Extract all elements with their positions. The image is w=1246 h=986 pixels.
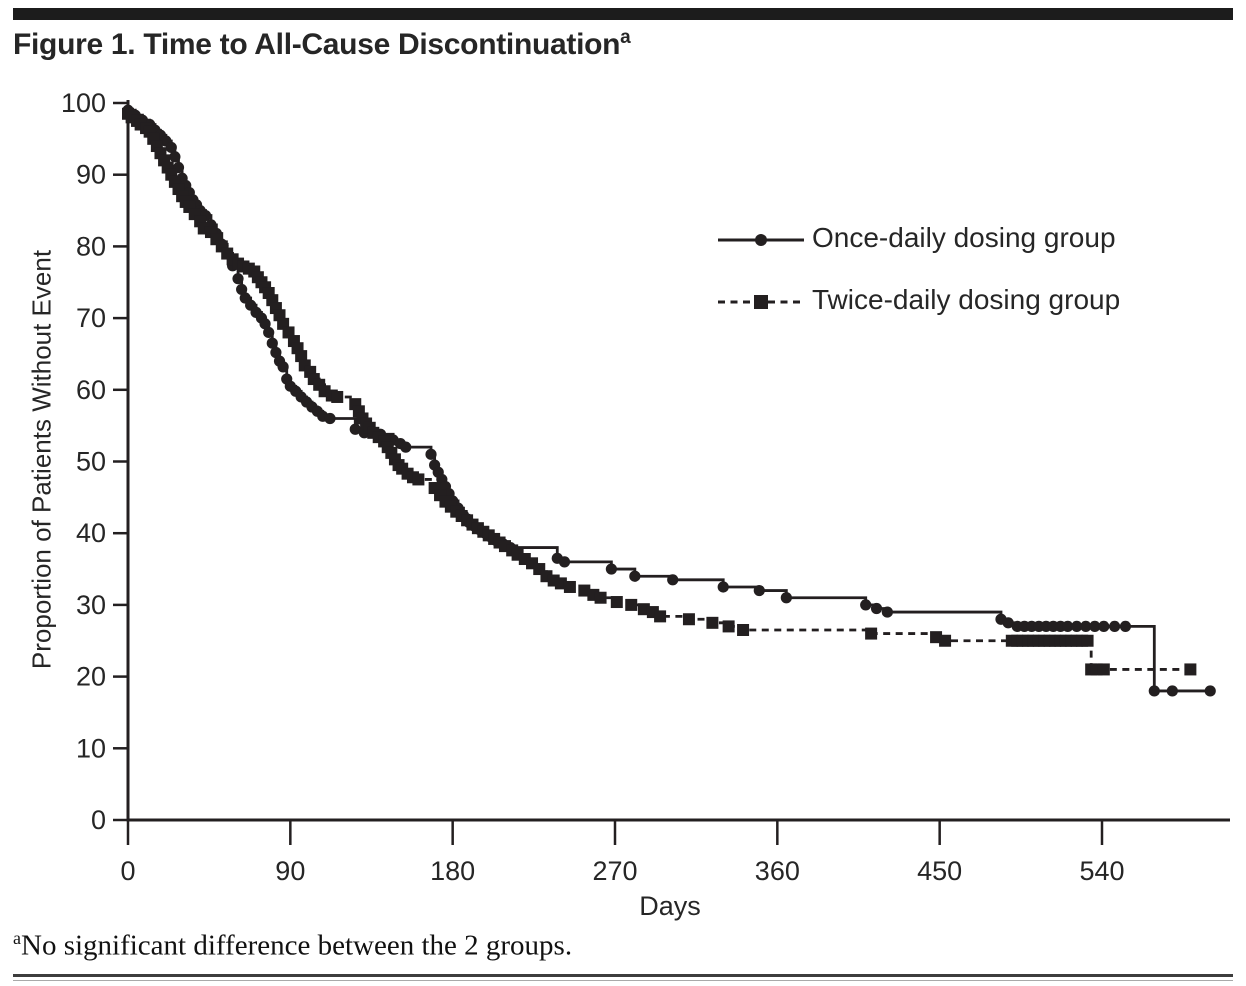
y-tick-label: 50 <box>76 447 106 477</box>
y-tick-label: 0 <box>91 805 106 835</box>
series-markers-square <box>122 107 1197 676</box>
y-tick-label: 10 <box>76 733 106 763</box>
x-tick-label: 360 <box>755 856 800 886</box>
bottom-rule <box>13 974 1233 977</box>
y-tick-label: 70 <box>76 303 106 333</box>
y-tick-label: 80 <box>76 231 106 261</box>
footnote: aNo significant difference between the 2… <box>13 928 572 963</box>
footnote-text: No significant difference between the 2 … <box>21 929 573 962</box>
figure-title-superscript: a <box>620 27 631 48</box>
y-tick-label: 30 <box>76 590 106 620</box>
x-axis-title: Days <box>639 891 701 921</box>
twice-daily-line-sample <box>718 295 804 309</box>
circle-marker-icon <box>755 234 767 246</box>
footnote-marker: a <box>13 928 21 948</box>
figure-title-text: Figure 1. Time to All-Cause Discontinuat… <box>13 28 621 61</box>
series-line-square <box>128 112 1191 671</box>
series-markers-circle <box>122 104 1216 697</box>
figure-title: Figure 1. Time to All-Cause Discontinuat… <box>13 27 631 62</box>
y-tick-label: 100 <box>61 88 106 118</box>
square-marker-icon <box>754 295 768 309</box>
x-tick-label: 180 <box>430 856 475 886</box>
y-tick-label: 90 <box>76 160 106 190</box>
x-tick-label: 90 <box>275 856 305 886</box>
y-axis-title: Proportion of Patients Without Event <box>26 249 57 670</box>
y-tick-label: 20 <box>76 662 106 692</box>
x-tick-label: 270 <box>592 856 637 886</box>
x-tick-label: 540 <box>1079 856 1124 886</box>
bottom-rule-shadow <box>13 980 1233 981</box>
y-tick-label: 60 <box>76 375 106 405</box>
top-rule <box>13 8 1233 20</box>
series-line-circle <box>128 108 1211 693</box>
legend-label-once-daily: Once-daily dosing group <box>812 222 1116 253</box>
once-daily-line-sample <box>718 234 804 246</box>
y-tick-label: 40 <box>76 518 106 548</box>
x-tick-label: 0 <box>120 856 135 886</box>
legend-label-twice-daily: Twice-daily dosing group <box>812 284 1121 315</box>
x-tick-label: 450 <box>917 856 962 886</box>
